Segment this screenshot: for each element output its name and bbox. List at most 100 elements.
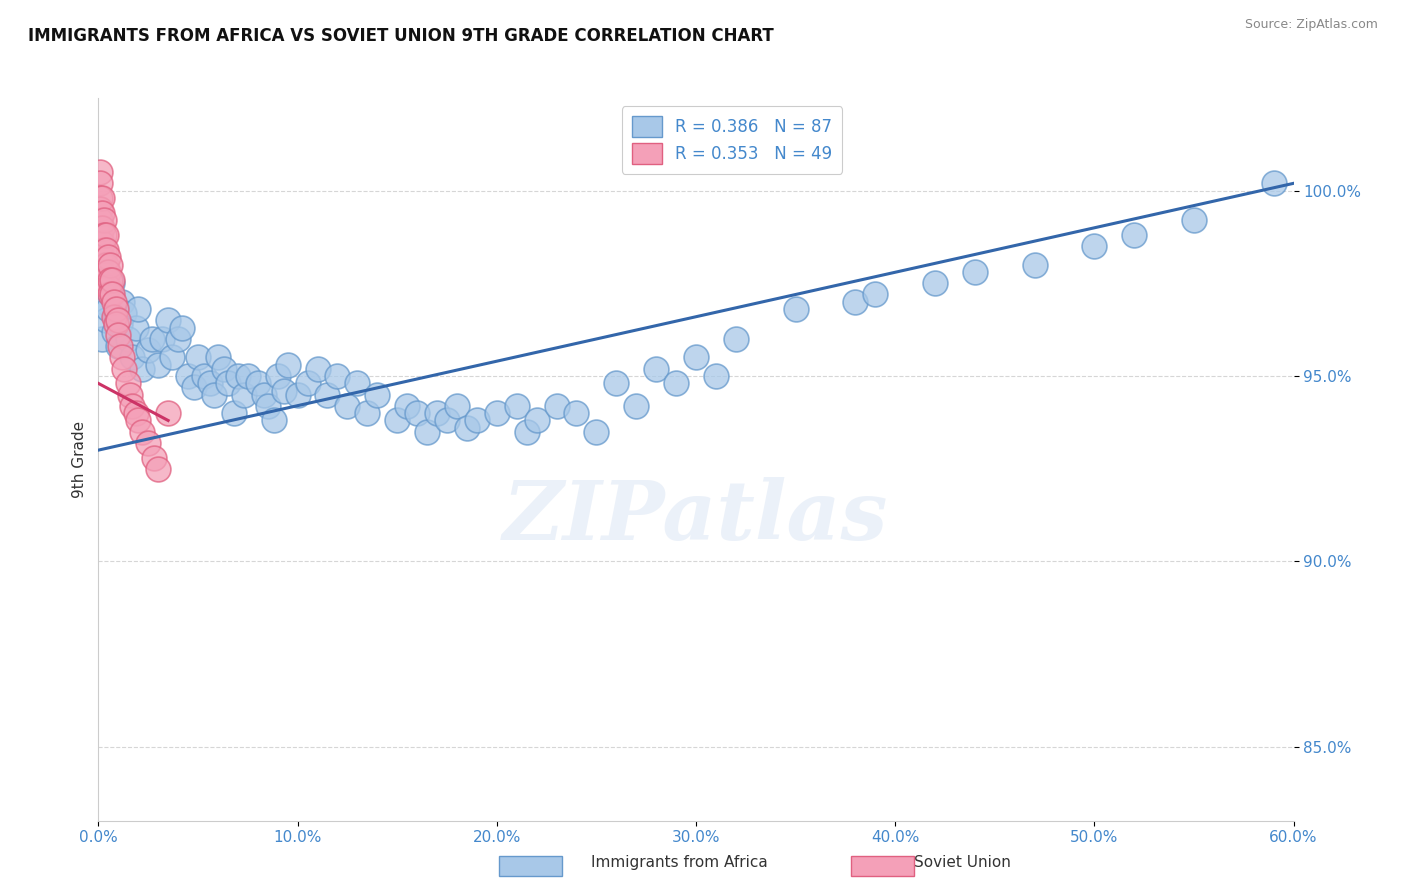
Point bbox=[117, 376, 139, 391]
Point bbox=[267, 369, 290, 384]
Point bbox=[93, 258, 115, 272]
Point bbox=[256, 399, 278, 413]
Point bbox=[785, 302, 807, 317]
Point bbox=[226, 369, 249, 384]
Point bbox=[465, 413, 488, 427]
Point bbox=[724, 332, 747, 346]
Point bbox=[287, 387, 309, 401]
Point bbox=[97, 251, 120, 265]
Point bbox=[89, 202, 111, 217]
Text: Soviet Union: Soviet Union bbox=[914, 855, 1011, 870]
Point bbox=[105, 302, 128, 317]
Point bbox=[356, 406, 378, 420]
Point bbox=[93, 213, 115, 227]
Point bbox=[704, 369, 727, 384]
Point bbox=[183, 380, 205, 394]
Point bbox=[93, 228, 115, 243]
Point bbox=[91, 265, 114, 279]
Point bbox=[157, 406, 180, 420]
Point bbox=[112, 306, 135, 320]
Point bbox=[105, 310, 128, 324]
Point bbox=[150, 332, 173, 346]
Point bbox=[865, 287, 887, 301]
Point bbox=[96, 273, 118, 287]
Point bbox=[131, 425, 153, 439]
Point bbox=[665, 376, 688, 391]
Point bbox=[98, 287, 122, 301]
Point bbox=[253, 387, 276, 401]
Point bbox=[202, 387, 225, 401]
Point bbox=[436, 413, 458, 427]
Point bbox=[236, 369, 259, 384]
Point bbox=[307, 361, 329, 376]
Point bbox=[148, 358, 170, 372]
Legend: R = 0.386   N = 87, R = 0.353   N = 49: R = 0.386 N = 87, R = 0.353 N = 49 bbox=[621, 106, 842, 174]
Point bbox=[546, 399, 568, 413]
Point bbox=[143, 450, 166, 465]
Point bbox=[516, 425, 538, 439]
Point bbox=[121, 351, 143, 365]
Point bbox=[98, 258, 122, 272]
Point bbox=[110, 339, 132, 353]
Point bbox=[485, 406, 508, 420]
Point bbox=[446, 399, 468, 413]
Point bbox=[406, 406, 429, 420]
Y-axis label: 9th Grade: 9th Grade bbox=[72, 421, 87, 498]
Point bbox=[96, 313, 118, 327]
Point bbox=[107, 339, 129, 353]
Point bbox=[98, 287, 122, 301]
Point bbox=[89, 213, 111, 227]
Point bbox=[193, 369, 215, 384]
Point bbox=[97, 265, 120, 279]
Point bbox=[1182, 213, 1205, 227]
Point bbox=[456, 421, 478, 435]
Point bbox=[110, 317, 132, 331]
Point bbox=[167, 332, 190, 346]
Point bbox=[91, 277, 114, 291]
Point bbox=[844, 294, 866, 309]
Point bbox=[346, 376, 368, 391]
Point bbox=[89, 177, 111, 191]
Point bbox=[177, 369, 200, 384]
Text: ZIPatlas: ZIPatlas bbox=[503, 477, 889, 558]
Point bbox=[277, 358, 299, 372]
Point bbox=[1263, 177, 1285, 191]
Point bbox=[103, 325, 125, 339]
Point bbox=[93, 294, 115, 309]
Point bbox=[136, 435, 159, 450]
Point bbox=[263, 413, 285, 427]
Point bbox=[117, 332, 139, 346]
Point bbox=[385, 413, 409, 427]
Point bbox=[93, 243, 115, 257]
Point bbox=[91, 251, 114, 265]
Point bbox=[963, 265, 986, 279]
Text: Immigrants from Africa: Immigrants from Africa bbox=[591, 855, 768, 870]
Point bbox=[273, 384, 295, 398]
Point bbox=[626, 399, 648, 413]
Point bbox=[212, 361, 235, 376]
Text: IMMIGRANTS FROM AFRICA VS SOVIET UNION 9TH GRADE CORRELATION CHART: IMMIGRANTS FROM AFRICA VS SOVIET UNION 9… bbox=[28, 27, 773, 45]
Point bbox=[326, 369, 349, 384]
Point bbox=[91, 332, 114, 346]
Point bbox=[924, 277, 946, 291]
Text: Source: ZipAtlas.com: Source: ZipAtlas.com bbox=[1244, 18, 1378, 31]
Point bbox=[246, 376, 269, 391]
Point bbox=[585, 425, 607, 439]
Point bbox=[91, 220, 114, 235]
Point bbox=[526, 413, 548, 427]
Point bbox=[157, 313, 180, 327]
Point bbox=[101, 277, 124, 291]
Point bbox=[101, 273, 124, 287]
Point bbox=[91, 191, 114, 205]
Point bbox=[645, 361, 668, 376]
Point bbox=[120, 387, 142, 401]
Point bbox=[131, 361, 153, 376]
Point bbox=[222, 406, 245, 420]
Point bbox=[172, 321, 194, 335]
Point bbox=[416, 425, 439, 439]
Point bbox=[107, 328, 129, 343]
Point bbox=[396, 399, 419, 413]
Point bbox=[125, 321, 148, 335]
Point bbox=[148, 461, 170, 475]
Point bbox=[336, 399, 359, 413]
